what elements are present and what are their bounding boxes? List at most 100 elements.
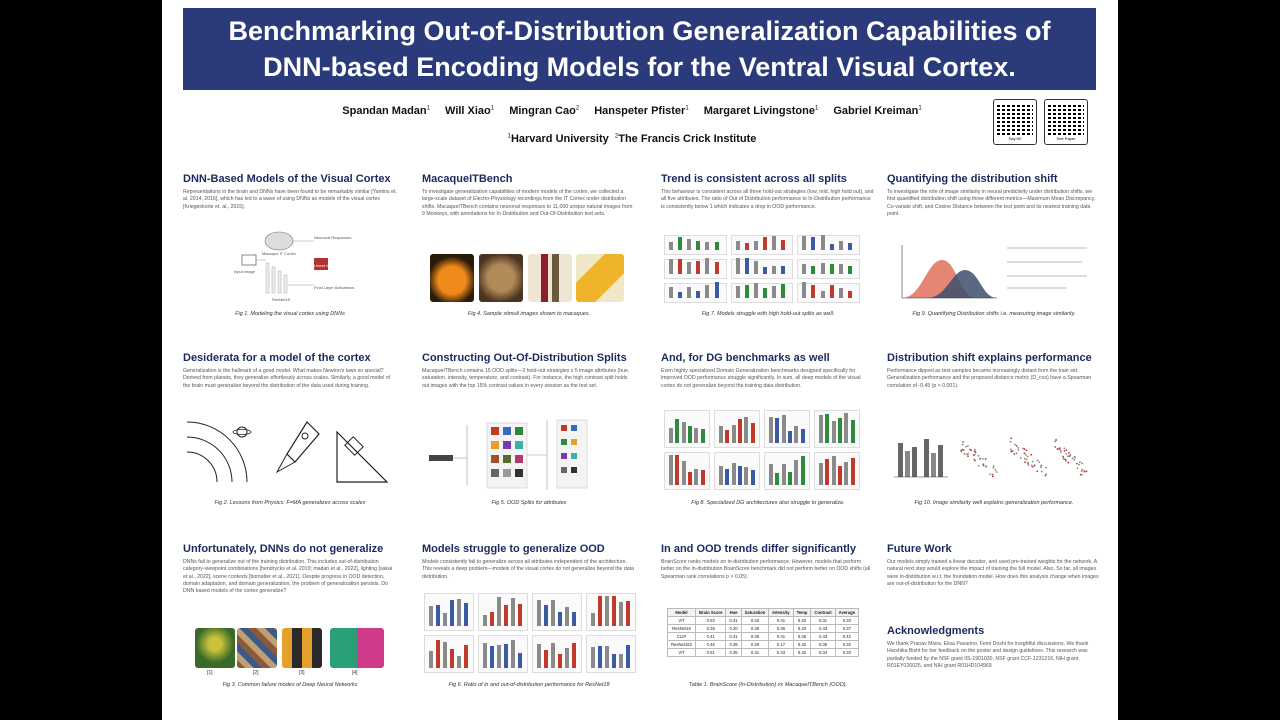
bar — [725, 429, 730, 443]
bar — [544, 605, 548, 626]
section-dg-benchmarks: And, for DG benchmarks as well Even high… — [661, 352, 875, 390]
stimulus-image-monkey — [479, 254, 523, 302]
bar — [678, 259, 683, 274]
scatter-point — [1010, 448, 1012, 451]
table-cell: 0.36 — [810, 640, 836, 649]
scatter-point — [1017, 446, 1019, 449]
table-row: ViT 0.53 0.31 0.33 0.31 0.42 0.31 0.33 — [667, 616, 860, 625]
author: Spandan Madan1 — [342, 105, 430, 117]
bar — [678, 237, 683, 250]
scatter-point — [1083, 469, 1086, 472]
bar — [802, 282, 807, 298]
bar — [626, 645, 630, 668]
bar — [735, 286, 740, 298]
bar — [844, 412, 849, 443]
scatter-point — [1054, 440, 1056, 443]
section-title: Models struggle to generalize OOD — [422, 543, 605, 555]
bar — [831, 420, 836, 443]
scatter-point — [974, 451, 977, 454]
scatter-point — [1079, 461, 1081, 464]
scatter-point — [967, 452, 970, 455]
section-title: And, for DG benchmarks as well — [661, 352, 830, 364]
scatter-point — [1010, 437, 1013, 440]
mini-bar-chart — [814, 410, 860, 448]
bar — [850, 420, 855, 443]
bar — [443, 641, 447, 668]
bar — [735, 258, 740, 274]
section-models-struggle: Models struggle to generalize OOD Models… — [422, 543, 636, 581]
mini-bar-chart — [664, 452, 710, 490]
bar — [731, 425, 736, 443]
bar-chart-grid-splits — [664, 235, 860, 303]
svg-text:Linear Model: Linear Model — [314, 263, 337, 268]
performance-scatter-plots — [894, 437, 1088, 478]
scatter-panels — [960, 437, 1088, 478]
scatter-point — [1019, 457, 1022, 459]
bar — [744, 243, 749, 250]
scatter-point — [1045, 473, 1048, 475]
bar-chart-grid-dg — [664, 410, 860, 490]
scatter-point — [1067, 455, 1069, 458]
scatter-point — [967, 445, 969, 447]
section-acknowledgments: Acknowledgments We thank Pranav Misra, E… — [887, 625, 1101, 670]
scatter-point — [974, 459, 976, 462]
section-title: Constructing Out-Of-Distribution Splits — [422, 352, 627, 364]
section-title: Future Work — [887, 543, 952, 555]
bar — [825, 459, 830, 485]
scatter-point — [992, 465, 995, 468]
bar — [847, 290, 852, 298]
table-cell: 0.33 — [834, 616, 860, 625]
scatter-point — [1081, 468, 1083, 471]
section-title: Trend is consistent across all splits — [661, 173, 847, 185]
bar — [675, 418, 680, 443]
section-body: Performance dipped as test samples becam… — [887, 368, 1092, 389]
scatter-point — [984, 458, 987, 460]
bar — [838, 264, 843, 274]
bar — [669, 287, 673, 298]
mini-bar-chart — [424, 635, 474, 673]
mini-bar-chart — [797, 235, 860, 255]
bar — [769, 464, 773, 485]
bar — [800, 455, 805, 485]
author-list: Spandan Madan1 Will Xiao1 Mingran Cao2 H… — [312, 105, 952, 117]
mini-bar-chart — [532, 593, 582, 631]
figure-caption: Fig 2. Lessons from Physics: F=MA genera… — [214, 500, 366, 506]
ood-splits-diagram — [429, 419, 588, 490]
qr-code-say-hi[interactable]: Say Hi! — [993, 99, 1037, 145]
bar — [700, 428, 705, 443]
bar — [688, 426, 692, 443]
bar — [775, 472, 780, 485]
bar — [518, 653, 522, 668]
scatter-point — [1056, 448, 1059, 450]
bar — [700, 470, 705, 485]
bar — [436, 639, 440, 668]
bar — [753, 240, 758, 250]
mini-bar-chart — [664, 258, 727, 279]
scatter-point — [1038, 461, 1041, 464]
bar — [844, 462, 849, 485]
scatter-point — [1067, 461, 1070, 464]
mini-bar-chart — [424, 593, 474, 631]
bar — [820, 262, 825, 274]
table-cell: 0.34 — [810, 648, 836, 657]
section-desiderata: Desiderata for a model of the cortex Gen… — [183, 352, 397, 390]
bar — [738, 419, 742, 443]
table-cell: 0.31 — [740, 648, 770, 657]
bar — [483, 614, 487, 626]
scatter-point — [1011, 450, 1014, 452]
scatter-point — [1068, 455, 1071, 457]
scatter-point — [1036, 459, 1039, 462]
stimulus-image-socks — [528, 254, 572, 302]
bar — [794, 460, 799, 485]
qr-code-see-paper[interactable]: See Paper — [1044, 99, 1088, 145]
figure-caption: Fig 4. Sample stimuli images shown to ma… — [467, 311, 591, 317]
scatter-point — [973, 448, 976, 451]
table-cell: 0.35 — [792, 632, 812, 641]
scatter-point — [1036, 470, 1039, 473]
stimulus-image-toy-gun — [576, 254, 624, 302]
bar — [598, 596, 602, 626]
mini-bar-chart — [664, 235, 727, 255]
svg-text:Final Layer Activations: Final Layer Activations — [314, 285, 354, 290]
section-body: This behaviour is consistent across all … — [661, 189, 874, 210]
table-cell: 0.35 — [725, 648, 742, 657]
